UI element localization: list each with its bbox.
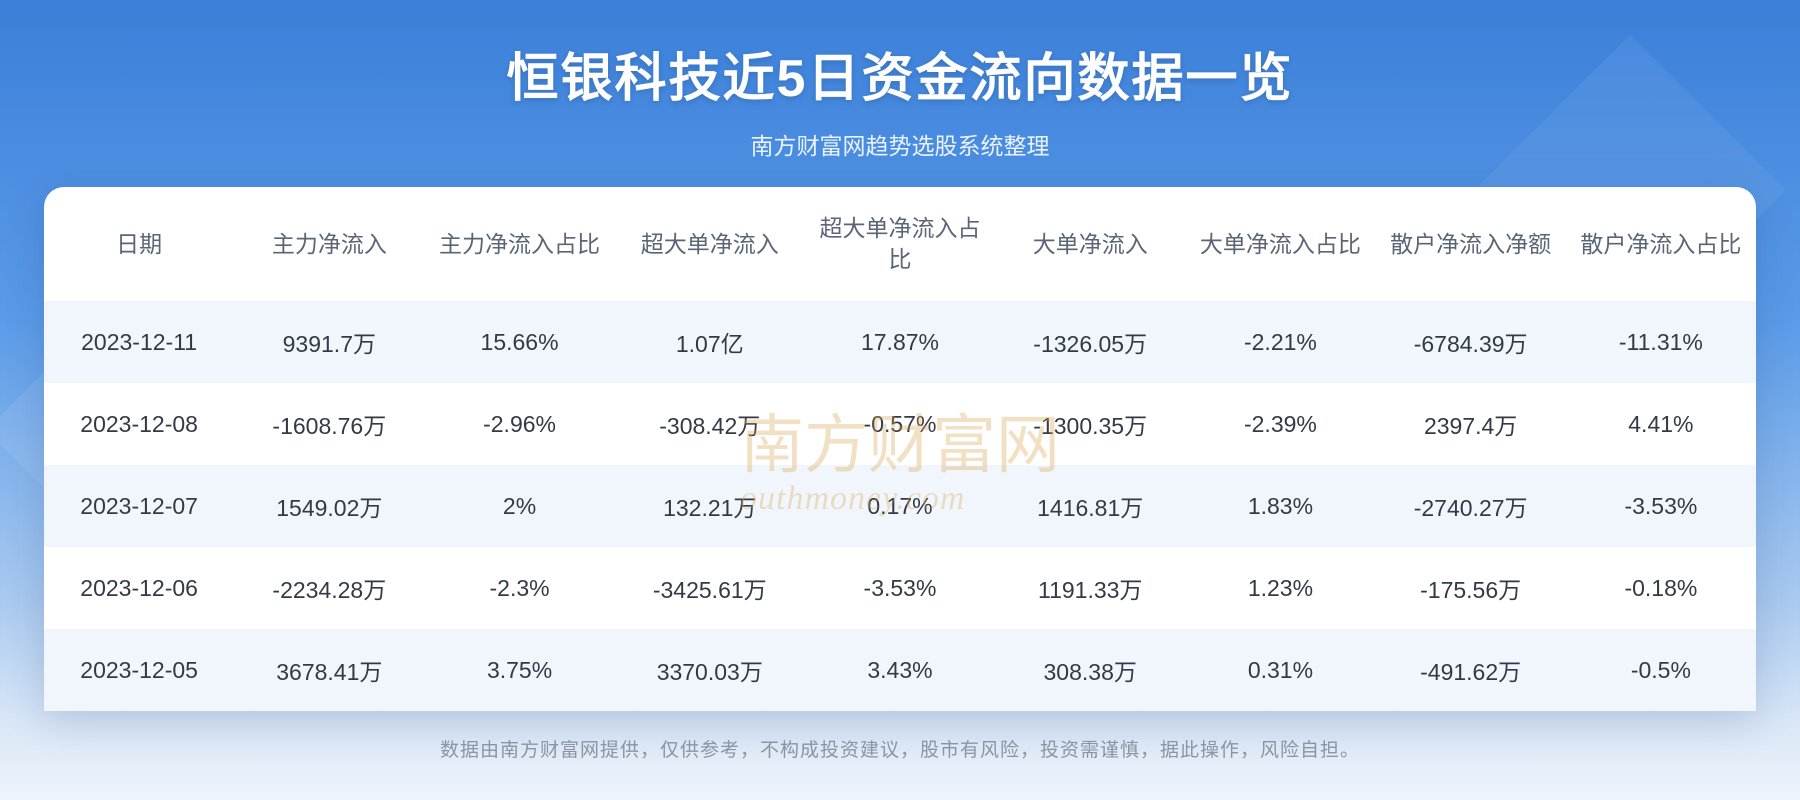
table-cell: 308.38万 (995, 629, 1185, 711)
column-header: 大单净流入占比 (1185, 187, 1375, 301)
table-cell: 2023-12-07 (44, 465, 234, 547)
table-cell: -0.5% (1566, 629, 1756, 711)
table-cell: 9391.7万 (234, 301, 424, 383)
table-cell: -2.21% (1185, 301, 1375, 383)
table-cell: -2.39% (1185, 383, 1375, 465)
table-cell: 1.07亿 (615, 301, 805, 383)
table-cell: -2740.27万 (1376, 465, 1566, 547)
table-cell: 15.66% (424, 301, 614, 383)
table-cell: 1549.02万 (234, 465, 424, 547)
table-header: 日期主力净流入主力净流入占比超大单净流入超大单净流入占比大单净流入大单净流入占比… (44, 187, 1756, 301)
table-cell: 3370.03万 (615, 629, 805, 711)
table-cell: -3425.61万 (615, 547, 805, 629)
table-cell: -1300.35万 (995, 383, 1185, 465)
table-cell: 2023-12-08 (44, 383, 234, 465)
column-header: 超大单净流入 (615, 187, 805, 301)
page-title: 恒银科技近5日资金流向数据一览 (0, 36, 1800, 111)
table-row: 2023-12-08-1608.76万-2.96%-308.42万-0.57%-… (44, 383, 1756, 465)
table-cell: -2.3% (424, 547, 614, 629)
table-cell: 1.83% (1185, 465, 1375, 547)
table-cell: 1191.33万 (995, 547, 1185, 629)
table-cell: 17.87% (805, 301, 995, 383)
table-cell: 2397.4万 (1376, 383, 1566, 465)
table-cell: -1326.05万 (995, 301, 1185, 383)
table-cell: -491.62万 (1376, 629, 1566, 711)
table-cell: 132.21万 (615, 465, 805, 547)
table-row: 2023-12-053678.41万3.75%3370.03万3.43%308.… (44, 629, 1756, 711)
disclaimer-footer: 数据由南方财富网提供，仅供参考，不构成投资建议，股市有风险，投资需谨慎，据此操作… (0, 735, 1800, 762)
table-cell: -6784.39万 (1376, 301, 1566, 383)
table-cell: -11.31% (1566, 301, 1756, 383)
data-table-card: 日期主力净流入主力净流入占比超大单净流入超大单净流入占比大单净流入大单净流入占比… (44, 187, 1756, 711)
table-cell: 2023-12-05 (44, 629, 234, 711)
column-header: 主力净流入 (234, 187, 424, 301)
table-cell: 1416.81万 (995, 465, 1185, 547)
table-row: 2023-12-119391.7万15.66%1.07亿17.87%-1326.… (44, 301, 1756, 383)
table-cell: -1608.76万 (234, 383, 424, 465)
column-header: 大单净流入 (995, 187, 1185, 301)
table-cell: 2023-12-06 (44, 547, 234, 629)
table-cell: 3678.41万 (234, 629, 424, 711)
table-cell: -2234.28万 (234, 547, 424, 629)
fund-flow-table: 日期主力净流入主力净流入占比超大单净流入超大单净流入占比大单净流入大单净流入占比… (44, 187, 1756, 711)
table-cell: 3.43% (805, 629, 995, 711)
column-header: 超大单净流入占比 (805, 187, 995, 301)
table-cell: 0.17% (805, 465, 995, 547)
table-cell: -0.57% (805, 383, 995, 465)
table-cell: -308.42万 (615, 383, 805, 465)
table-cell: -3.53% (1566, 465, 1756, 547)
table-row: 2023-12-071549.02万2%132.21万0.17%1416.81万… (44, 465, 1756, 547)
column-header: 日期 (44, 187, 234, 301)
table-cell: 2% (424, 465, 614, 547)
table-body: 2023-12-119391.7万15.66%1.07亿17.87%-1326.… (44, 301, 1756, 711)
table-cell: -2.96% (424, 383, 614, 465)
page-subtitle: 南方财富网趋势选股系统整理 (0, 127, 1800, 161)
column-header: 主力净流入占比 (424, 187, 614, 301)
table-cell: -175.56万 (1376, 547, 1566, 629)
table-cell: 0.31% (1185, 629, 1375, 711)
table-cell: 2023-12-11 (44, 301, 234, 383)
table-row: 2023-12-06-2234.28万-2.3%-3425.61万-3.53%1… (44, 547, 1756, 629)
table-cell: 1.23% (1185, 547, 1375, 629)
column-header: 散户净流入占比 (1566, 187, 1756, 301)
table-cell: 4.41% (1566, 383, 1756, 465)
table-cell: -3.53% (805, 547, 995, 629)
header: 恒银科技近5日资金流向数据一览 南方财富网趋势选股系统整理 (0, 0, 1800, 161)
table-cell: 3.75% (424, 629, 614, 711)
column-header: 散户净流入净额 (1376, 187, 1566, 301)
table-cell: -0.18% (1566, 547, 1756, 629)
